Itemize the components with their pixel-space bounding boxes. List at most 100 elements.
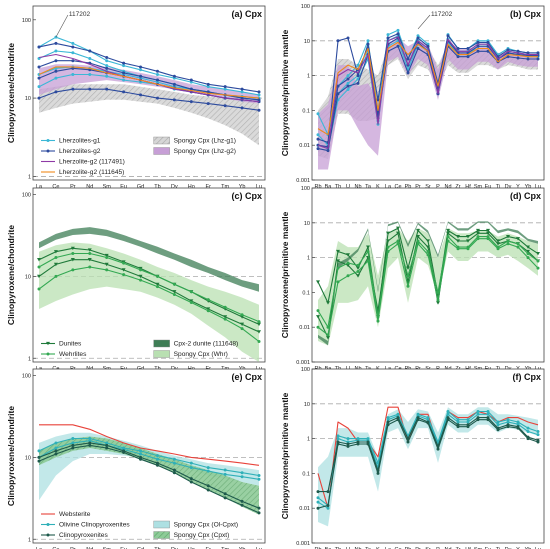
- data-point: [396, 231, 400, 236]
- data-point: [257, 511, 261, 515]
- legend-marker: [46, 341, 50, 346]
- data-point: [139, 74, 143, 78]
- data-point: [257, 320, 261, 324]
- data-point: [139, 80, 143, 84]
- data-point: [122, 261, 126, 265]
- x-tick-label: Ho: [188, 184, 195, 190]
- x-tick-label: Sm: [474, 184, 483, 190]
- data-point: [336, 84, 340, 88]
- data-point: [346, 263, 350, 268]
- data-point: [172, 282, 176, 286]
- data-point: [257, 340, 261, 344]
- data-point: [88, 49, 92, 53]
- data-point: [71, 45, 75, 49]
- data-point: [536, 57, 540, 61]
- data-point: [326, 506, 330, 510]
- y-tick-label: 1: [307, 74, 310, 80]
- data-point: [155, 73, 159, 77]
- panel-title: (c) Cpx: [231, 191, 262, 201]
- data-point: [240, 327, 244, 331]
- x-tick-label: Ce: [52, 184, 59, 190]
- data-point: [206, 469, 210, 473]
- data-point: [346, 36, 350, 40]
- legend-label: Lherzolite-g2 (117491): [59, 159, 125, 166]
- data-point: [536, 252, 540, 256]
- data-point: [456, 247, 460, 251]
- data-point: [104, 253, 109, 258]
- annotation-leader: [417, 14, 431, 30]
- series-line-lherzolite-g2-117491: [317, 36, 538, 150]
- data-point: [71, 73, 75, 77]
- x-tick-label: Ce: [394, 547, 401, 549]
- series-line-dunites: [38, 259, 260, 333]
- data-point: [257, 330, 261, 334]
- data-point: [138, 274, 143, 279]
- data-point: [346, 442, 350, 446]
- series-line-lherzolites-g2: [38, 42, 260, 93]
- legend-label: Lherzolites-g1: [59, 138, 101, 145]
- panel-b: Rb Ba Th U Nb Ta K La Ce Pb Pr Sr P Nd Zr Hf Sm Eu Ti Dy Y Yb…: [280, 4, 545, 190]
- data-point: [316, 490, 320, 494]
- data-point: [516, 56, 520, 60]
- data-point: [496, 420, 500, 424]
- data-point: [326, 503, 330, 507]
- panel-title: (f) Cpx: [513, 372, 542, 382]
- data-point: [486, 228, 490, 233]
- data-point: [336, 434, 340, 438]
- data-point: [240, 90, 244, 94]
- y-tick-label: 0.001: [296, 360, 310, 366]
- y-tick-label: 0.1: [302, 290, 310, 296]
- x-tick-label: Ta: [365, 184, 372, 190]
- x-tick-label: Gd: [137, 184, 144, 190]
- data-point: [436, 298, 440, 302]
- x-tick-label: Yb: [525, 547, 532, 549]
- data-point: [386, 36, 390, 40]
- y-tick-label: 100: [301, 4, 310, 10]
- x-tick-label: K: [376, 547, 380, 549]
- band-spongy-cpx-ol-cpxt: [318, 407, 538, 527]
- data-point: [326, 333, 330, 337]
- data-point: [476, 228, 480, 233]
- series-line-clinopyroxenites: [38, 444, 260, 514]
- data-point: [206, 484, 210, 488]
- x-tick-label: Dy: [505, 184, 512, 190]
- data-point: [155, 285, 159, 289]
- data-point: [54, 69, 58, 73]
- data-point: [223, 315, 228, 319]
- data-point: [88, 441, 92, 445]
- data-point: [456, 239, 460, 243]
- data-point: [416, 418, 420, 422]
- data-point: [105, 268, 109, 272]
- data-point: [336, 442, 340, 446]
- data-point: [189, 80, 193, 84]
- panel-title: (e) Cpx: [231, 372, 262, 382]
- data-point: [496, 428, 500, 432]
- x-tick-label: Sm: [103, 547, 112, 549]
- data-point: [189, 477, 193, 481]
- legend-label: Spongy Cpx (Lhz-g1): [174, 138, 236, 145]
- data-point: [71, 446, 75, 450]
- data-point: [316, 112, 320, 116]
- data-point: [446, 231, 450, 236]
- data-point: [223, 468, 227, 472]
- legend-label: Spongy Cpx (Cpxt): [174, 532, 230, 539]
- band-spongy-cpx-cpxt: [39, 436, 259, 515]
- data-point: [486, 418, 490, 422]
- y-axis-label: Clinopyroxene/chondrite: [6, 225, 16, 325]
- data-point: [516, 426, 520, 430]
- data-point: [466, 239, 470, 243]
- y-tick-label: 100: [301, 186, 310, 192]
- series-line-websterite: [317, 406, 539, 509]
- data-point: [71, 87, 75, 91]
- data-point: [316, 147, 320, 151]
- x-tick-label: U: [346, 184, 350, 190]
- data-point: [366, 245, 370, 249]
- data-point: [346, 437, 350, 441]
- data-point: [506, 242, 510, 246]
- data-point: [416, 34, 420, 38]
- data-point: [223, 496, 227, 500]
- data-point: [155, 457, 159, 461]
- data-point: [486, 49, 490, 53]
- annotation-label: 117202: [69, 11, 91, 18]
- data-point: [536, 259, 540, 263]
